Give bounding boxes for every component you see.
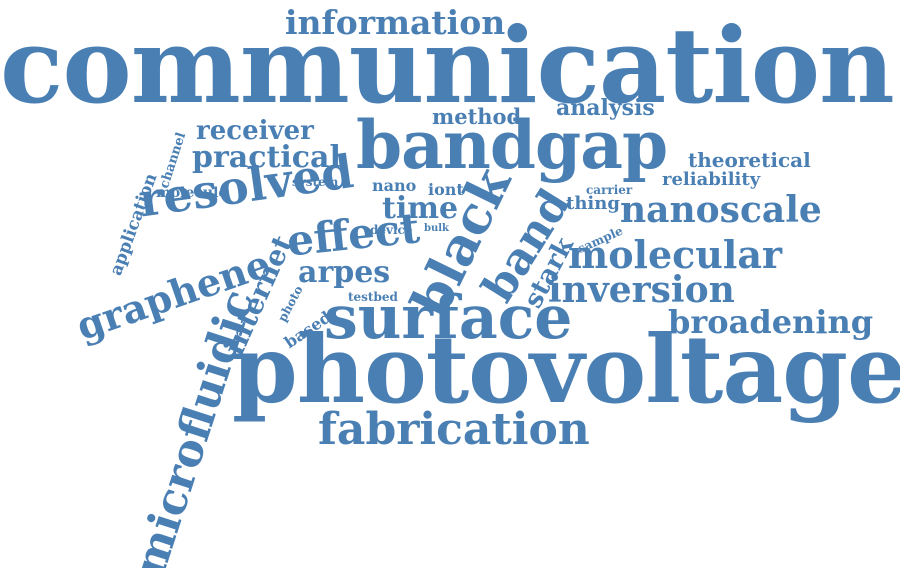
word-fabrication: fabrication bbox=[318, 408, 590, 452]
word-information: information bbox=[285, 6, 505, 39]
word-nano: nano bbox=[372, 178, 416, 194]
word-system: system bbox=[292, 176, 338, 188]
word-arpes: arpes bbox=[298, 258, 390, 288]
word-theoretical: theoretical bbox=[688, 150, 811, 170]
word-nanoscale: nanoscale bbox=[620, 192, 822, 228]
word-practical: practical bbox=[192, 143, 341, 173]
word-broadening: broadening bbox=[668, 306, 873, 338]
word-bulk: bulk bbox=[424, 224, 449, 234]
word-molecule: molecule bbox=[156, 186, 227, 200]
word-iont: iont bbox=[428, 182, 464, 198]
word-device: device bbox=[370, 224, 413, 236]
word-analysis: analysis bbox=[556, 97, 655, 119]
word-method: method bbox=[432, 106, 521, 127]
word-receiver: receiver bbox=[196, 118, 314, 144]
word-testbed: testbed bbox=[348, 291, 398, 303]
word-reliability: reliability bbox=[662, 171, 760, 189]
word-thing: thing bbox=[566, 195, 620, 213]
